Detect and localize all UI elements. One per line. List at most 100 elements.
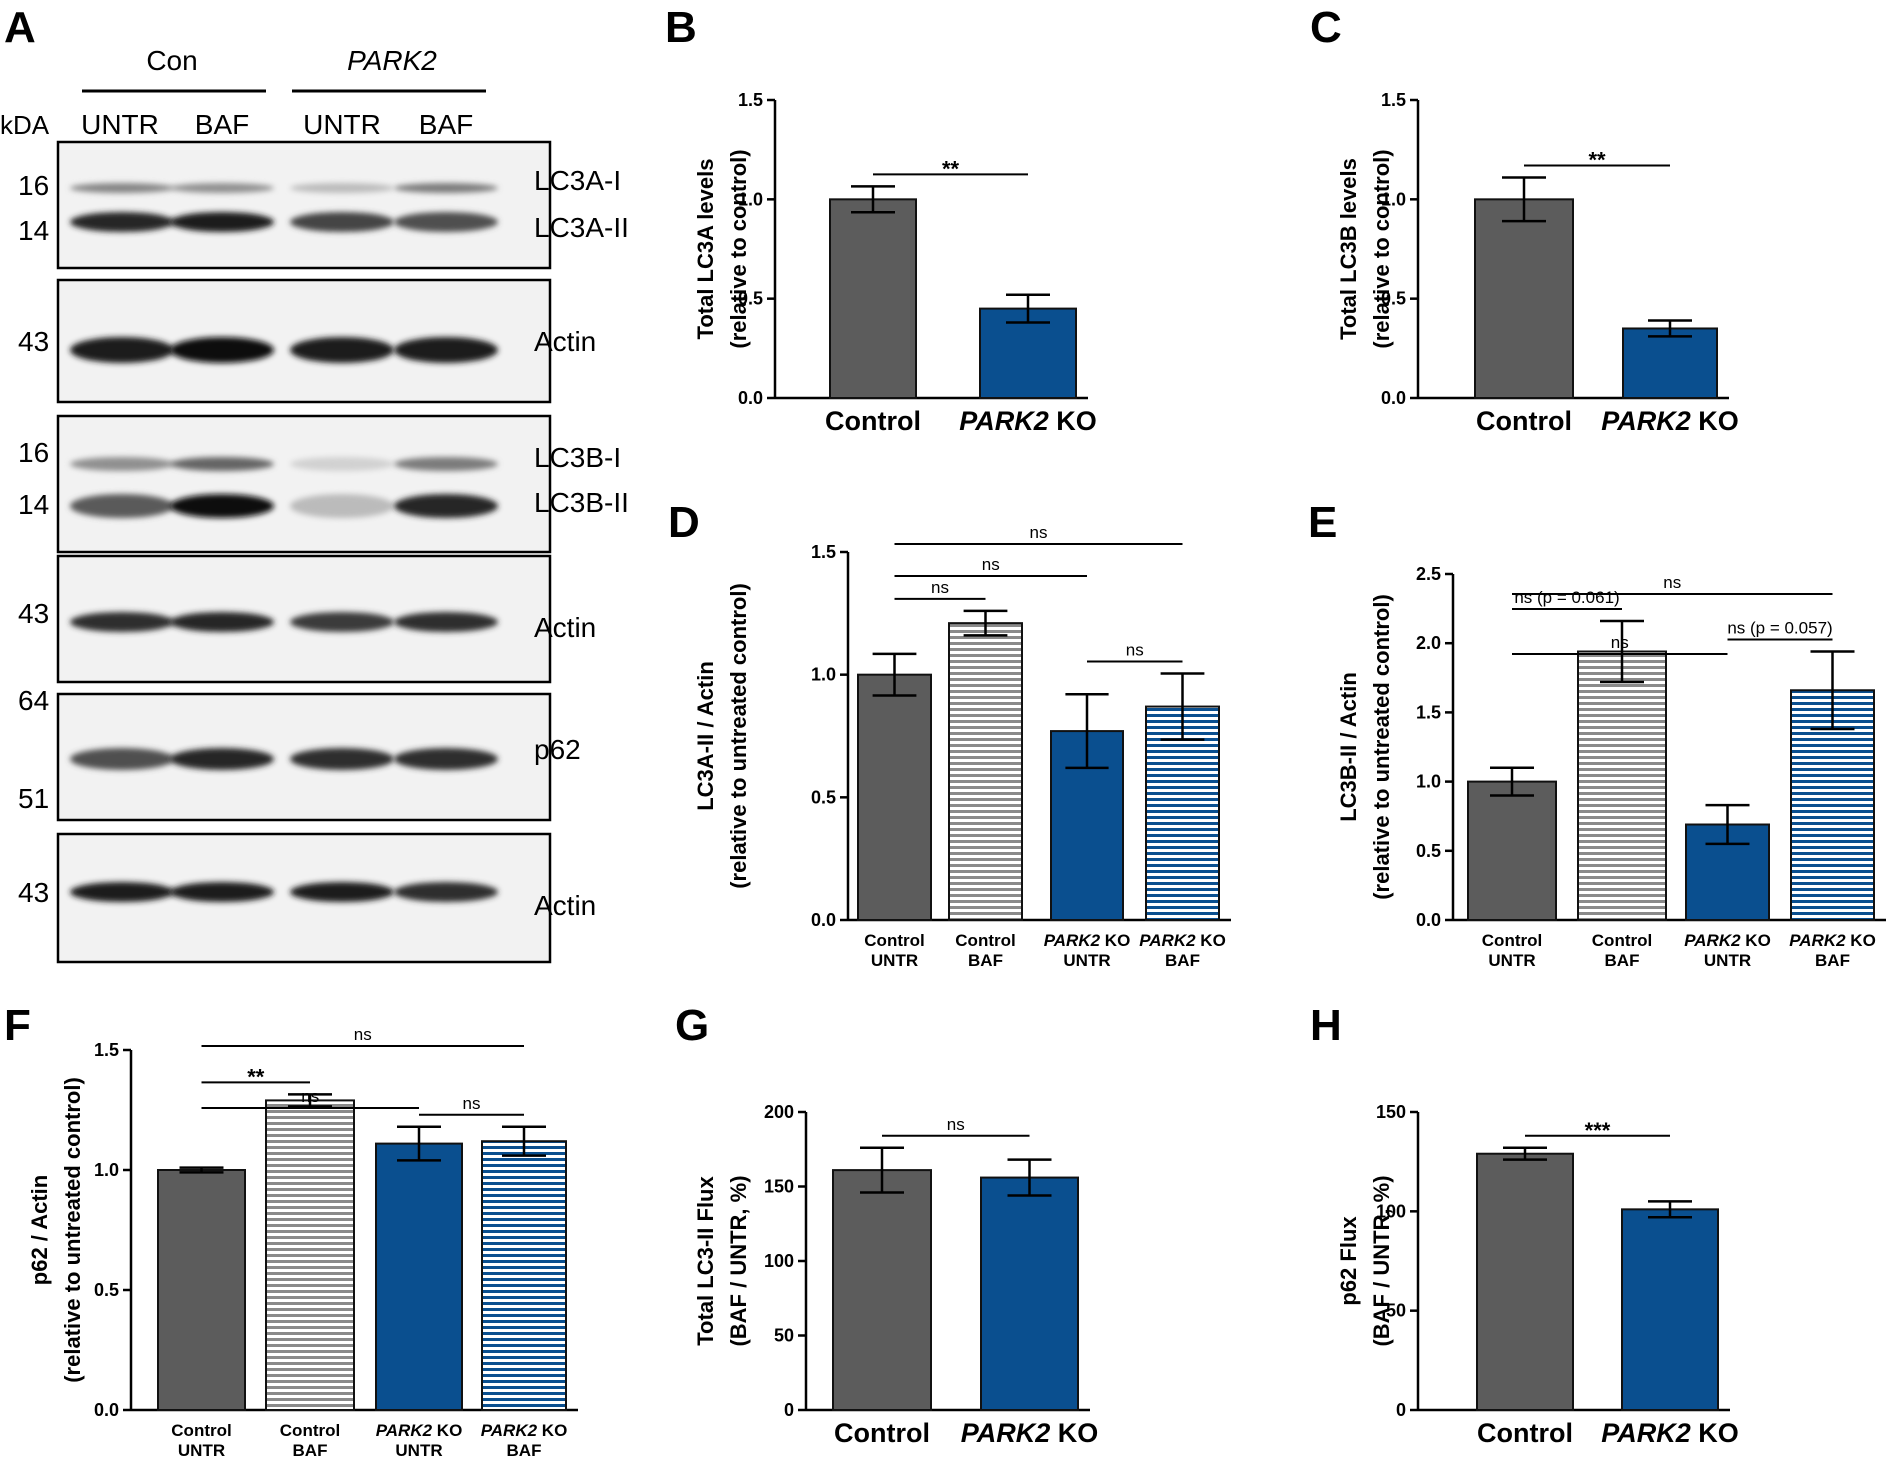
band-label: LC3B-II xyxy=(534,487,629,518)
y-axis-label: LC3A-II / Actin xyxy=(693,661,718,811)
blot-membrane: 64 51 p62 xyxy=(18,685,581,822)
blot-membrane: 43 Actin xyxy=(18,278,596,404)
x-tick-label: Control xyxy=(825,406,921,436)
y-tick-label: 150 xyxy=(764,1177,794,1197)
x-tick-label: PARK2 KO xyxy=(1601,1418,1739,1448)
y-axis-label: LC3B-II / Actin xyxy=(1336,672,1361,822)
blot-band xyxy=(394,882,498,902)
bar xyxy=(980,1176,1079,1412)
significance-label: ns xyxy=(982,555,1000,574)
x-tick-label: UNTR xyxy=(395,1441,442,1460)
bar xyxy=(1621,1208,1719,1412)
blot-band xyxy=(290,183,394,193)
y-axis-label: p62 / Actin xyxy=(27,1175,52,1285)
blot-band xyxy=(70,337,174,363)
y-axis-label: (relative to untreated control) xyxy=(1369,594,1394,900)
significance-label: ns xyxy=(1030,523,1048,542)
x-tick-label: PARK2 KO xyxy=(961,1418,1099,1448)
panel-letter: H xyxy=(1310,1001,1342,1050)
y-axis-label: Total LC3B levels xyxy=(1336,158,1361,340)
blot-band xyxy=(394,494,498,518)
significance-label: ns xyxy=(1663,573,1681,592)
y-tick-label: 1.0 xyxy=(94,1160,119,1180)
x-tick-label: PARK2 KO xyxy=(1601,406,1739,436)
bar xyxy=(375,1142,463,1411)
y-tick-label: 0 xyxy=(1396,1400,1406,1420)
bar xyxy=(1467,780,1557,921)
kda-marker: 51 xyxy=(18,783,49,814)
y-tick-label: 0.0 xyxy=(94,1400,119,1420)
blot-band xyxy=(170,337,274,363)
band-label: Actin xyxy=(534,612,596,643)
y-tick-label: 1.5 xyxy=(94,1040,119,1060)
blot-panel: A Con PARK2 kDA UNTR BAF UNTR BAF 16 14 LC… xyxy=(0,3,629,964)
significance-label: ns (p = 0.057) xyxy=(1727,619,1832,638)
x-tick-label: UNTR xyxy=(178,1441,225,1460)
y-tick-label: 1.5 xyxy=(1416,702,1441,722)
blot-band xyxy=(394,748,498,770)
y-tick-label: 0.5 xyxy=(738,289,763,309)
blot-band xyxy=(170,612,274,632)
bar xyxy=(1474,198,1574,399)
band-label: LC3A-II xyxy=(534,212,629,243)
blot-band xyxy=(70,457,174,471)
significance-label: ns xyxy=(301,1087,319,1106)
y-axis-label: p62 Flux xyxy=(1336,1216,1361,1306)
blot-band xyxy=(70,212,174,232)
y-tick-label: 1.0 xyxy=(1381,189,1406,209)
kda-header: kDA xyxy=(0,110,50,140)
band-label: p62 xyxy=(534,734,581,765)
y-tick-label: 100 xyxy=(1376,1201,1406,1221)
lane-label-1: UNTR xyxy=(81,109,159,140)
blot-membrane: 16 14 LC3B-I LC3B-II xyxy=(18,414,629,554)
y-tick-label: 0.0 xyxy=(811,910,836,930)
x-tick-label: Control xyxy=(834,1418,930,1448)
y-axis-label: (BAF / UNTR, %) xyxy=(1369,1175,1394,1346)
bar xyxy=(265,1099,355,1412)
y-tick-label: 200 xyxy=(764,1102,794,1122)
blot-band xyxy=(170,748,274,770)
blot-membrane: 43 Actin xyxy=(18,832,596,964)
x-tick-label: PARK2 KO xyxy=(1139,931,1226,950)
panel-letter: G xyxy=(675,1001,709,1050)
y-tick-label: 0 xyxy=(784,1400,794,1420)
lane-label-4: BAF xyxy=(419,109,473,140)
band-label: LC3A-I xyxy=(534,165,621,196)
y-axis-label: Total LC3-II Flux xyxy=(693,1175,718,1345)
group-label-park2: PARK2 xyxy=(347,45,437,76)
chart-panel-b: B 0.0 0.5 1.0 1.5 Total LC3A levels (relative … xyxy=(665,3,1097,436)
significance-label: ** xyxy=(1588,147,1606,172)
blot-band xyxy=(394,457,498,471)
kda-marker: 14 xyxy=(18,215,49,246)
x-tick-label: BAF xyxy=(1605,951,1640,970)
y-axis-label: Total LC3A levels xyxy=(693,159,718,340)
x-tick-label: PARK2 KO xyxy=(481,1421,568,1440)
blot-band xyxy=(70,183,174,193)
blot-membrane: 43 Actin xyxy=(18,554,596,684)
blot-band xyxy=(290,612,394,632)
x-tick-label: Control xyxy=(864,931,924,950)
y-tick-label: 50 xyxy=(1386,1301,1406,1321)
y-tick-label: 0.0 xyxy=(738,388,763,408)
x-tick-label: PARK2 KO xyxy=(376,1421,463,1440)
x-tick-label: Control xyxy=(280,1421,340,1440)
band-label: LC3B-I xyxy=(534,442,621,473)
blot-band xyxy=(170,882,274,902)
blot-band xyxy=(170,212,274,232)
significance-label: *** xyxy=(1585,1118,1611,1143)
x-tick-label: PARK2 KO xyxy=(1789,931,1876,950)
y-tick-label: 150 xyxy=(1376,1102,1406,1122)
y-tick-label: 0.5 xyxy=(94,1280,119,1300)
kda-marker: 64 xyxy=(18,685,49,716)
lane-label-2: BAF xyxy=(195,109,249,140)
blot-frame xyxy=(56,140,552,270)
significance-label: ** xyxy=(942,156,960,181)
x-tick-label: Control xyxy=(1482,931,1542,950)
significance-label: ns xyxy=(463,1094,481,1113)
y-tick-label: 1.5 xyxy=(738,90,763,110)
kda-marker: 16 xyxy=(18,170,49,201)
significance-label: ns xyxy=(1126,640,1144,659)
y-tick-label: 1.5 xyxy=(811,542,836,562)
blot-band xyxy=(394,212,498,232)
